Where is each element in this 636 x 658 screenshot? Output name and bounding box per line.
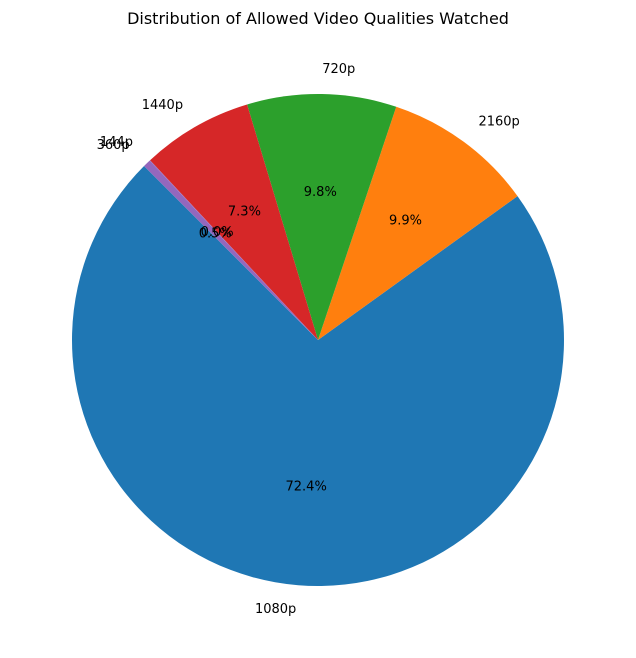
- pie-slice-2160p: [318, 106, 518, 341]
- slice-label-1440p: 1440p: [142, 98, 183, 113]
- slice-pct-720p: 9.8%: [304, 185, 337, 200]
- slice-label-144p: 144p: [100, 135, 133, 150]
- slice-label-360p: 360p: [97, 138, 130, 153]
- labels-layer: 1080p 72.4% 2160p 9.9% 720p 9.8% 1440p 7.3% 144p…: [97, 62, 520, 617]
- pie-slice-1080p: [71, 166, 564, 586]
- pie-slice-144p: [149, 160, 318, 340]
- slices-layer: [71, 94, 564, 586]
- slice-label-720p: 720p: [322, 62, 355, 77]
- slice-label-1080p: 1080p: [255, 602, 296, 617]
- slice-pct-2160p: 9.9%: [389, 214, 422, 229]
- pie-slice-1440p: [150, 104, 318, 340]
- slice-label-2160p: 2160p: [478, 115, 519, 130]
- chart-title: Distribution of Allowed Video Qualities …: [127, 9, 509, 28]
- slice-pct-360p: 0.5%: [199, 227, 232, 242]
- pie-slice-720p: [247, 94, 397, 340]
- slice-pct-1440p: 7.3%: [228, 205, 261, 220]
- pie-slice-360p: [144, 160, 318, 340]
- slice-pct-144p: 0.0%: [201, 225, 234, 240]
- slice-pct-1080p: 72.4%: [286, 480, 327, 495]
